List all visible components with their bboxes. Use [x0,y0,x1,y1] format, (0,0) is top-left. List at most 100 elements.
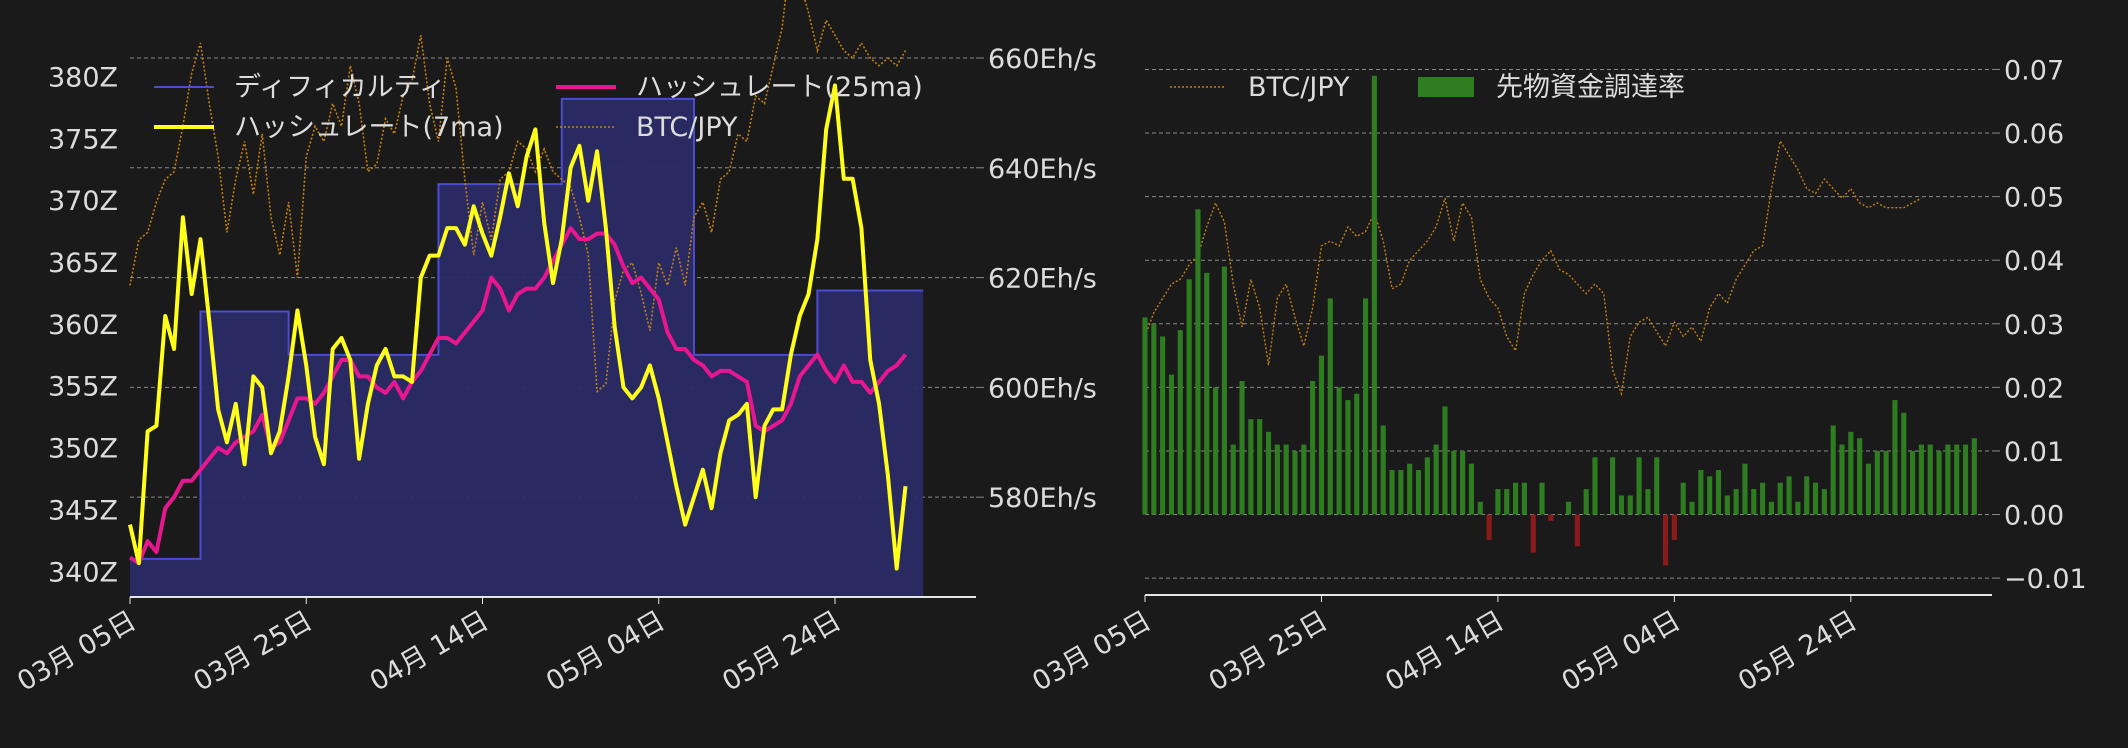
funding-bar [1680,482,1686,515]
funding-bar [1548,514,1554,521]
funding-bar [1610,457,1616,515]
funding-bar [1565,501,1572,515]
funding-bar [1486,514,1492,540]
funding-bar [1168,374,1175,515]
funding-bar [1618,495,1624,515]
funding-bar [1865,463,1872,515]
funding-bar [1927,444,1933,515]
hashrate-25ma-line [128,226,908,566]
funding-bar [1442,406,1448,515]
y-right-tick-label: 640Eh/s [988,154,1097,185]
left-legend: ディフィカルティ ハッシュレート(25ma) ハッシュレート(7ma) BTC/JPY [154,72,923,143]
funding-bar [1177,330,1183,515]
funding-bar [1698,470,1704,515]
funding-bar [1460,450,1466,515]
funding-bar [1751,489,1757,515]
funding-bar [1327,298,1333,515]
funding-bar [1345,400,1351,515]
funding-bar [1407,463,1413,515]
funding-bar [1848,431,1854,515]
funding-bar [1654,457,1660,515]
funding-bar [1354,393,1360,515]
y-right-tick-label: 0.06 [2004,119,2064,150]
funding-bar [1433,444,1439,515]
btc-jpy-series [129,0,907,394]
y-right-tick-label: 0.05 [2004,183,2064,214]
legend-label-hashrate_7ma: ハッシュレート(7ma) [234,112,504,143]
funding-bar [1645,489,1651,515]
funding-bar [1662,514,1669,566]
funding-bar [1945,444,1951,515]
funding-bar [1715,470,1722,515]
funding-bar [1874,450,1880,515]
y-left-tick-label: 360Z [48,310,118,341]
funding-bar [1504,489,1510,515]
funding-bar [1601,514,1607,516]
funding-bar [1707,476,1713,515]
funding-bar [1962,444,1969,515]
funding-bar [1627,495,1633,515]
funding-bar [1733,489,1739,515]
y-left-tick-label: 350Z [48,434,118,465]
funding-bar [1557,514,1563,516]
y-left-tick-label: 380Z [48,63,118,94]
funding-bar [1786,476,1792,515]
funding-bar [1160,336,1166,515]
funding-rate-bars [1142,75,1977,566]
funding-bar [1363,298,1369,515]
legend-label-hashrate_25ma: ハッシュレート(25ma) [636,72,923,103]
hashrate-7ma-series [128,83,908,571]
y-right-tick-label: 0.04 [2004,246,2064,277]
funding-bar [1230,444,1236,515]
y-right-tick-label: 620Eh/s [988,264,1097,295]
right-btc-jpy-line [1144,139,1922,397]
y-left-tick-label: 345Z [48,495,118,526]
funding-bar [1777,482,1783,515]
funding-bar [1380,425,1386,515]
funding-bar [1398,470,1404,515]
y-left-tick-label: 375Z [48,124,118,155]
legend-label-difficulty: ディフィカルティ [234,72,446,103]
funding-bar [1954,444,1960,515]
funding-bar [1310,380,1316,515]
funding-bar [1592,457,1598,515]
funding-bar [1389,470,1395,515]
y-right-tick-label: 0.02 [2004,373,2064,404]
funding-bar [1142,317,1148,515]
funding-bar [1821,489,1827,515]
y-right-tick-label: 0.00 [2004,501,2064,532]
funding-bar [1521,482,1527,515]
funding-bar [1804,476,1810,515]
funding-bar [1795,501,1801,515]
funding-bar [1415,470,1422,515]
funding-bar [1336,387,1342,515]
y-right-tick-label: 600Eh/s [988,373,1097,404]
funding-bar [1971,438,1977,515]
y-right-tick-label: 580Eh/s [988,483,1097,514]
y-right-tick-label: 0.01 [2004,437,2064,468]
y-right-tick-label: 0.07 [2004,55,2064,86]
funding-bar [1257,419,1263,515]
funding-bar [1513,482,1519,515]
y-left-tick-label: 365Z [48,248,118,279]
funding-bar [1248,419,1254,515]
funding-bar [1213,387,1219,515]
legend-label-funding_rate: 先物資金調達率 [1496,72,1685,103]
funding-bar [1918,444,1924,515]
hashrate-7ma-line [128,83,908,571]
funding-bar [1857,438,1863,515]
funding-bar [1424,457,1430,515]
funding-bar [1839,444,1845,515]
y-right-tick-label: 0.03 [2004,310,2064,341]
funding-bar [1495,489,1501,515]
y-left-tick-label: 370Z [48,186,118,217]
legend-label-btc_jpy: BTC/JPY [1248,72,1350,103]
funding-bar [1883,450,1889,515]
funding-bar [1151,323,1157,515]
funding-bar [1830,425,1836,515]
funding-bar [1768,501,1774,515]
legend-swatch-funding-rate [1418,77,1474,97]
funding-bar [1318,355,1325,515]
funding-bar [1689,501,1695,515]
